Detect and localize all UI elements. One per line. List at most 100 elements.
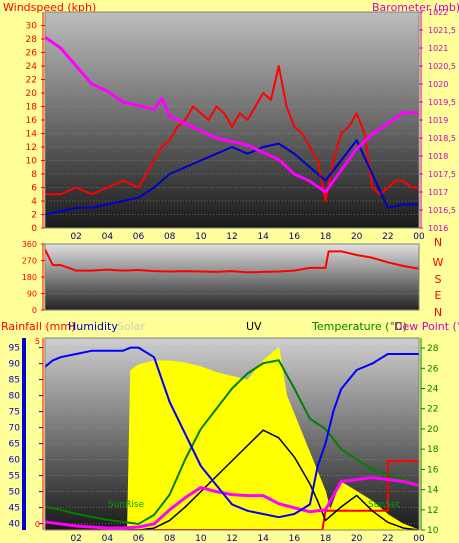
- windspeed-tick-label: 26: [26, 49, 38, 59]
- humidity-tick-label: 40: [9, 520, 21, 530]
- temperature-line: [45, 359, 419, 525]
- time-tick-label: 08: [164, 534, 176, 543]
- barometer-line: [45, 35, 419, 194]
- humidity-axis-bar: [22, 338, 26, 530]
- temperature-tick-label: 10: [427, 526, 439, 536]
- humidity-tick-label: 65: [9, 440, 20, 450]
- barometer-tick-label: 1022: [428, 8, 448, 17]
- time-tick-label: 12: [226, 534, 237, 543]
- direction-tick-label: 180: [22, 273, 37, 282]
- windspeed-tick-label: 4: [31, 197, 37, 207]
- windspeed-tick-label: 16: [26, 116, 38, 126]
- rainfall-tick-label: 5: [35, 337, 40, 346]
- sunrise-label: SunRise: [108, 500, 145, 510]
- humidity-tick-label: 85: [9, 376, 20, 386]
- time-tick-label: 18: [320, 534, 332, 543]
- compass-label: W: [433, 256, 444, 269]
- windspeed-tick-label: 22: [26, 76, 37, 86]
- temperature-tick-label: 12: [427, 506, 438, 516]
- direction-tick-label: 90: [27, 290, 37, 299]
- time-tick-label: 22: [382, 534, 393, 543]
- windspeed-tick-label: 20: [26, 89, 38, 99]
- humidity-tick-label: 45: [9, 504, 20, 514]
- windspeed-tick-label: 14: [26, 130, 38, 140]
- time-tick-label: 02: [70, 534, 81, 543]
- barometer-tick-label: 1020: [428, 80, 448, 89]
- temperature-tick-label: 22: [427, 405, 438, 415]
- direction-tick-label: 270: [22, 257, 37, 266]
- time-tick-label: 10: [195, 232, 207, 242]
- time-tick-label: 08: [164, 232, 176, 242]
- solar-legend: Solar: [117, 320, 146, 333]
- rainfall-tick-label: 0: [35, 520, 40, 529]
- compass-label: N: [434, 236, 442, 249]
- time-tick-label: 22: [382, 232, 393, 242]
- windspeed-tick-label: 28: [26, 35, 38, 45]
- windspeed-axis-title: Windspeed (kph): [3, 1, 97, 14]
- time-tick-label: 18: [320, 232, 332, 242]
- wind-gust-line: [45, 65, 419, 202]
- temperature-axis-title: Temperature (°C): [312, 320, 407, 333]
- sunset-label: SunSet: [368, 500, 400, 510]
- direction-tick-label: 360: [22, 240, 37, 249]
- time-tick-label: 14: [257, 534, 269, 543]
- temperature-tick-label: 26: [427, 364, 439, 374]
- uv-legend: UV: [246, 320, 262, 333]
- time-tick-label: 20: [351, 534, 363, 543]
- compass-label: E: [435, 289, 442, 302]
- humidity-tick-label: 80: [9, 392, 21, 402]
- wind-direction-line: [45, 249, 419, 274]
- windspeed-tick-label: 12: [26, 143, 37, 153]
- rainfall-axis-title: Rainfall (mm): [1, 320, 76, 333]
- windspeed-tick-label: 2: [31, 211, 37, 221]
- uv-line: [45, 429, 419, 530]
- time-tick-label: 06: [133, 534, 145, 543]
- barometer-tick-label: 1021,5: [428, 26, 456, 35]
- humidity-tick-label: 90: [9, 360, 21, 370]
- windspeed-tick-label: 18: [26, 103, 38, 113]
- barometer-tick-label: 1016,5: [428, 206, 456, 215]
- humidity-tick-label: 50: [9, 488, 21, 498]
- time-tick-label: 12: [226, 232, 237, 242]
- humidity-tick-label: 95: [9, 344, 20, 354]
- temperature-tick-label: 14: [427, 486, 439, 496]
- temperature-tick-label: 18: [427, 445, 439, 455]
- time-tick-label: 00: [413, 534, 425, 543]
- humidity-line: [45, 346, 419, 519]
- time-tick-label: 16: [289, 232, 301, 242]
- windspeed-tick-label: 0: [31, 224, 37, 234]
- barometer-axis-title: Barometer (mb): [372, 1, 459, 14]
- time-tick-label: 04: [102, 534, 114, 543]
- barometer-tick-label: 1019,5: [428, 98, 456, 107]
- dewpoint-line: [45, 475, 419, 530]
- temperature-tick-label: 24: [427, 385, 439, 395]
- temperature-tick-label: 20: [427, 425, 439, 435]
- compass-label: N: [434, 306, 442, 319]
- barometer-tick-label: 1018,5: [428, 134, 456, 143]
- time-tick-label: 10: [195, 534, 207, 543]
- humidity-tick-label: 55: [9, 472, 20, 482]
- barometer-tick-label: 1016: [428, 224, 448, 233]
- windspeed-tick-label: 10: [26, 157, 38, 167]
- dewpoint-axis-title: Dew Point (°C): [394, 320, 459, 333]
- time-tick-label: 14: [257, 232, 269, 242]
- barometer-tick-label: 1021: [428, 44, 448, 53]
- humidity-tick-label: 75: [9, 408, 20, 418]
- compass-label: S: [435, 273, 442, 286]
- barometer-tick-label: 1020,5: [428, 62, 456, 71]
- temperature-tick-label: 16: [427, 465, 439, 475]
- time-tick-label: 06: [133, 232, 145, 242]
- windspeed-tick-label: 6: [31, 184, 37, 194]
- barometer-tick-label: 1017: [428, 188, 448, 197]
- humidity-tick-label: 70: [9, 424, 21, 434]
- temperature-tick-label: 28: [427, 344, 439, 354]
- time-tick-label: 04: [102, 232, 114, 242]
- humidity-tick-label: 60: [9, 456, 21, 466]
- rainfall-line: [45, 459, 419, 530]
- time-tick-label: 02: [70, 232, 81, 242]
- time-tick-label: 20: [351, 232, 363, 242]
- direction-tick-label: 0: [32, 306, 37, 315]
- windspeed-tick-label: 24: [26, 62, 38, 72]
- time-tick-label: 00: [413, 232, 425, 242]
